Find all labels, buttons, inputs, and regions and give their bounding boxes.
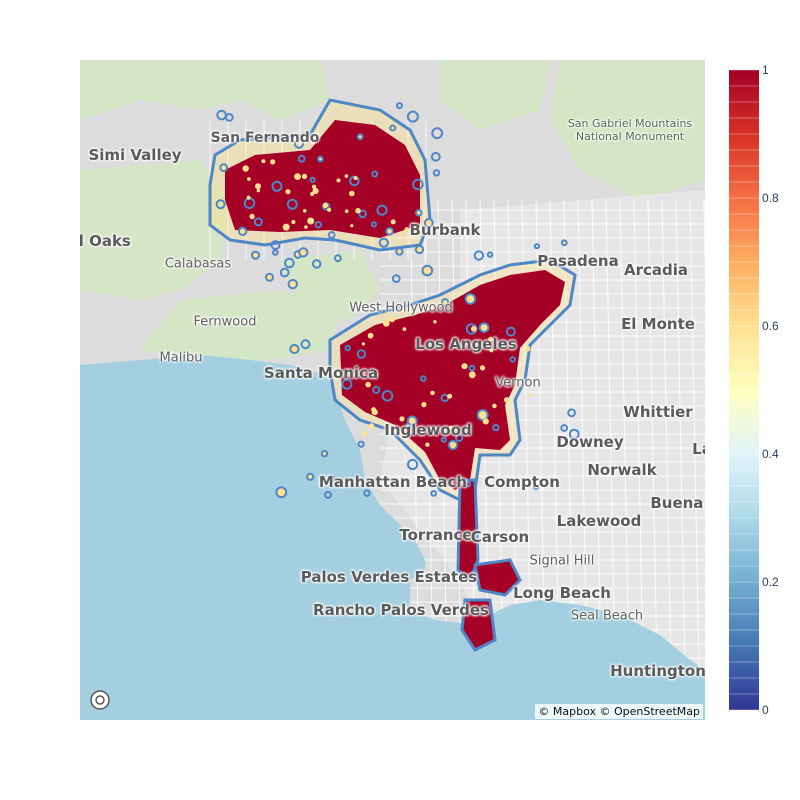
colorbar-tick-label: 0.8 bbox=[762, 191, 779, 205]
colorbar-tick-label: 0 bbox=[762, 703, 769, 717]
place-label: Vernon bbox=[495, 376, 540, 391]
place-label: West Hollywood bbox=[349, 301, 453, 316]
colorbar-tick-label: 0.4 bbox=[762, 447, 779, 461]
place-label: Downey bbox=[556, 433, 623, 451]
colorbar bbox=[729, 70, 759, 710]
place-label: Lakewood bbox=[557, 512, 642, 530]
mapbox-logo-icon[interactable] bbox=[90, 690, 110, 710]
place-label: Huntington bbox=[610, 662, 705, 680]
place-label: La bbox=[692, 440, 705, 458]
place-label: Carson bbox=[471, 528, 529, 546]
place-label: Burbank bbox=[409, 221, 480, 239]
place-label: Buena P bbox=[650, 494, 705, 512]
place-label: Palos Verdes Estates bbox=[301, 568, 477, 586]
place-label: Inglewood bbox=[384, 421, 472, 439]
place-label: Whittier bbox=[623, 403, 692, 421]
colorbar-bands bbox=[729, 70, 759, 710]
place-label: d Oaks bbox=[80, 232, 131, 250]
place-label: Pasadena bbox=[537, 252, 618, 270]
colorbar-tick-label: 1 bbox=[762, 63, 769, 77]
place-label: Calabasas bbox=[165, 257, 231, 272]
place-label: Manhattan Beach bbox=[319, 473, 467, 491]
place-label: Malibu bbox=[160, 351, 203, 366]
place-label: Fernwood bbox=[194, 315, 257, 330]
place-label: Norwalk bbox=[587, 461, 656, 479]
place-label: Simi Valley bbox=[88, 146, 181, 164]
place-label: Santa Monica bbox=[264, 364, 378, 382]
place-label: Long Beach bbox=[513, 584, 611, 602]
place-label: Arcadia bbox=[624, 261, 688, 279]
place-label: Rancho Palos Verdes bbox=[313, 601, 489, 619]
colorbar-tick-label: 0.2 bbox=[762, 575, 779, 589]
place-label: Los Angeles bbox=[415, 335, 516, 353]
density-map[interactable]: Simi Valley d Oaks Calabasas Fernwood Malibu… bbox=[80, 60, 705, 720]
place-label: El Monte bbox=[621, 315, 695, 333]
colorbar-tick-label: 0.6 bbox=[762, 319, 779, 333]
place-label: San Gabriel Mountains National Monument bbox=[565, 117, 695, 143]
place-label: San Fernando bbox=[211, 130, 320, 146]
place-label: Torrance bbox=[399, 526, 472, 544]
map-attribution[interactable]: © Mapbox © OpenStreetMap bbox=[535, 704, 703, 719]
place-label: Seal Beach bbox=[571, 609, 643, 624]
place-label: Signal Hill bbox=[530, 554, 595, 569]
place-label: Compton bbox=[484, 473, 560, 491]
